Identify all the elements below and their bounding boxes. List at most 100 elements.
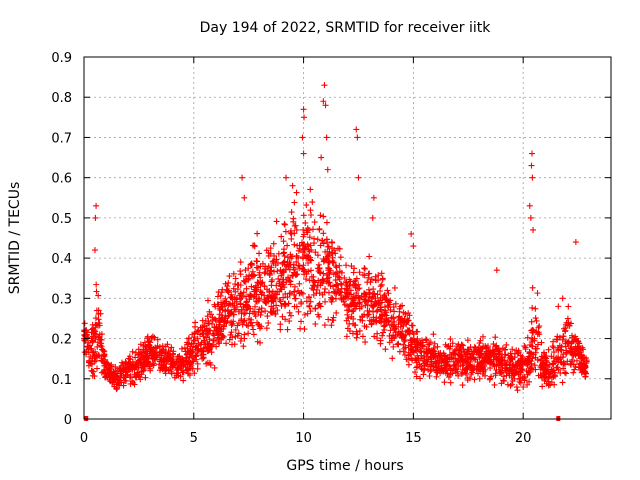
data-point (115, 376, 122, 383)
data-point (515, 371, 522, 378)
data-point (361, 265, 368, 272)
data-point (508, 356, 515, 363)
data-point (335, 273, 342, 280)
data-point (296, 245, 303, 252)
data-point (256, 250, 263, 257)
data-point (368, 302, 375, 309)
data-point (576, 352, 583, 359)
data-point (527, 341, 534, 348)
data-point (450, 355, 457, 362)
data-point (493, 366, 500, 373)
data-point (208, 343, 215, 350)
data-point (298, 318, 305, 325)
data-point (332, 277, 339, 284)
data-point (528, 150, 535, 157)
data-point (251, 243, 258, 250)
data-point (241, 194, 248, 201)
data-point (445, 343, 452, 350)
data-point (255, 284, 262, 291)
data-point (332, 250, 339, 257)
data-point (356, 285, 363, 292)
data-point (254, 230, 261, 237)
data-point (531, 362, 538, 369)
data-point (464, 350, 471, 357)
data-point (218, 303, 225, 310)
data-point (474, 359, 481, 366)
data-point (320, 213, 327, 220)
data-point (215, 330, 222, 337)
data-point (232, 281, 239, 288)
data-point (91, 247, 98, 254)
data-point (353, 126, 360, 133)
data-point (366, 317, 373, 324)
data-point (412, 369, 419, 376)
data-point (497, 360, 504, 367)
data-point (501, 351, 508, 358)
data-point (345, 306, 352, 313)
data-point (112, 363, 119, 370)
data-point (320, 230, 327, 237)
data-point (365, 286, 372, 293)
data-point (482, 366, 489, 373)
data-point (314, 265, 321, 272)
data-point (559, 379, 566, 386)
data-point (243, 299, 250, 306)
data-point (383, 296, 390, 303)
data-point (281, 253, 288, 260)
data-point (97, 342, 104, 349)
data-point (382, 346, 389, 353)
data-point (458, 354, 465, 361)
data-point (377, 313, 384, 320)
data-point (151, 355, 158, 362)
data-point (317, 242, 324, 249)
data-point (225, 287, 232, 294)
data-point (107, 378, 114, 385)
data-point (92, 328, 99, 335)
data-point (348, 302, 355, 309)
data-point (520, 383, 527, 390)
data-point (476, 351, 483, 358)
data-point (225, 279, 232, 286)
data-point (177, 356, 184, 363)
data-point (209, 314, 216, 321)
data-point (307, 242, 314, 249)
data-point (360, 271, 367, 278)
data-point (309, 199, 316, 206)
data-point (215, 289, 222, 296)
data-point (446, 351, 453, 358)
data-point (428, 366, 435, 373)
data-point (158, 365, 165, 372)
data-point (322, 102, 329, 109)
data-point (482, 372, 489, 379)
data-point (263, 325, 270, 332)
data-point (197, 345, 204, 352)
data-point (245, 330, 252, 337)
data-point (92, 357, 99, 364)
data-point (513, 384, 520, 391)
data-point (291, 222, 298, 229)
data-point (352, 305, 359, 312)
data-point (368, 276, 375, 283)
data-point (154, 336, 161, 343)
data-point (313, 286, 320, 293)
data-point (377, 287, 384, 294)
data-point (464, 374, 471, 381)
data-point (399, 315, 406, 322)
data-point (563, 347, 570, 354)
data-point (92, 348, 99, 355)
data-point (325, 280, 332, 287)
data-point (365, 270, 372, 277)
data-point (137, 341, 144, 348)
data-point (243, 285, 250, 292)
data-point (270, 268, 277, 275)
data-point (364, 312, 371, 319)
data-point (240, 289, 247, 296)
data-point (262, 299, 269, 306)
data-point (311, 219, 318, 226)
data-point (281, 258, 288, 265)
data-point (572, 363, 579, 370)
data-point (288, 312, 294, 319)
data-point (323, 219, 330, 226)
data-point (291, 283, 298, 290)
data-point (303, 202, 310, 209)
